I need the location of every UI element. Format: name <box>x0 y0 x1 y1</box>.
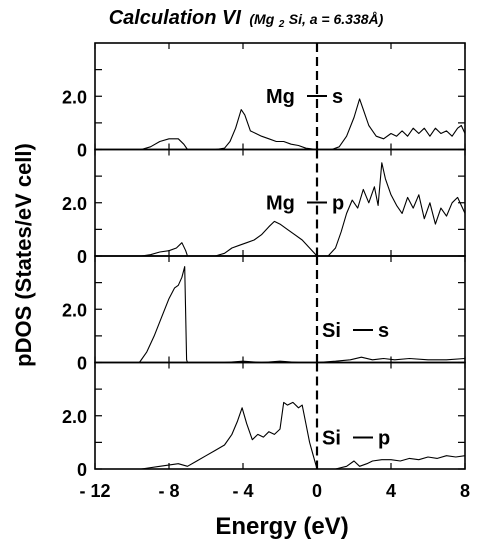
x-tick-label: - 8 <box>158 481 179 501</box>
panel-frame <box>94 361 466 470</box>
series-line-4 <box>95 401 466 470</box>
y-tick-label: 0 <box>77 460 87 480</box>
panel-1: 0 2.0 Mg s <box>62 42 466 161</box>
orbital-label: p <box>378 428 390 450</box>
y-axis-label: pDOS (States/eV cell) <box>11 143 36 367</box>
orbital-label: Si <box>322 428 341 450</box>
panel-3: 0 2.0 Si s <box>62 255 466 374</box>
orbital-label: s <box>332 86 343 108</box>
x-tick-label: 8 <box>460 481 470 501</box>
y-tick-label: 2.0 <box>62 300 87 320</box>
panel-frame <box>94 255 466 364</box>
y-tick-label: 2.0 <box>62 407 87 427</box>
y-tick-label: 0 <box>77 247 87 267</box>
orbital-label: Si <box>322 320 341 342</box>
x-tick-label: - 4 <box>232 481 253 501</box>
x-tick-label: 4 <box>386 481 396 501</box>
series-line-3 <box>95 266 466 364</box>
panel-4: 0 2.0 Si p <box>62 361 466 480</box>
x-axis-label: Energy (eV) <box>215 513 348 540</box>
orbital-label: Mg <box>266 86 295 108</box>
orbital-label: s <box>378 320 389 342</box>
y-tick-label: 2.0 <box>62 194 87 214</box>
orbital-label: Mg <box>266 193 295 215</box>
y-tick-label: 0 <box>77 141 87 161</box>
chart-title: Calculation VI (Mg 2 Si, a = 6.338Å) <box>109 7 384 31</box>
panel-2: 0 2.0 Mg p <box>62 148 466 267</box>
orbital-label: p <box>332 193 344 215</box>
y-tick-label: 2.0 <box>62 87 87 107</box>
y-tick-label: 0 <box>77 354 87 374</box>
x-tick-label: - 12 <box>79 481 110 501</box>
x-tick-label: 0 <box>312 481 322 501</box>
